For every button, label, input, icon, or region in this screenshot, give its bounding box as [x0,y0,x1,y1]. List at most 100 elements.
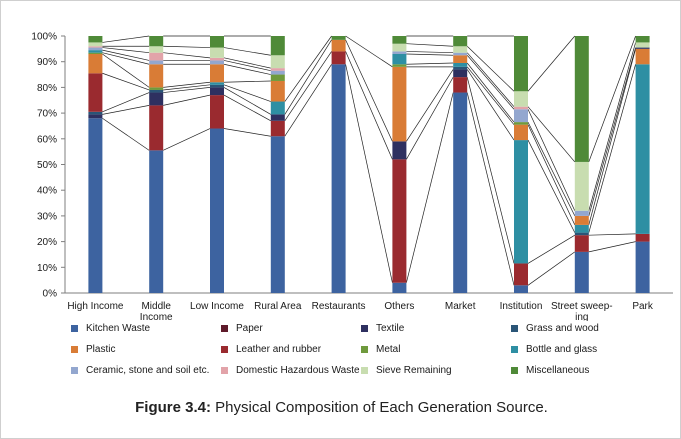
series-line [223,57,271,69]
bar-segment-ceramic-stone-and-soil-etc [574,210,589,216]
series-line [466,92,515,286]
y-tick-label: 20% [37,237,57,248]
series-line [163,94,211,106]
series-line [466,77,515,264]
series-line [223,128,271,137]
bar-segment-metal [149,87,164,90]
y-tick-label: 50% [37,160,57,171]
legend-swatch [361,346,368,353]
bar-restaurants [331,36,346,293]
bar-segment-textile [270,114,285,121]
legend-label: Textile [376,323,405,334]
legend-item-kitchen-waste: Kitchen Waste [71,323,150,334]
legend-label: Bottle and glass [526,344,598,355]
y-tick-label: 90% [37,57,57,68]
series-line [406,69,454,142]
series-line [102,105,150,115]
series-line [223,80,271,83]
x-tick-label: Income [140,312,173,321]
bar-segment-metal [392,64,407,67]
legend-item-plastic: Plastic [71,344,115,355]
bar-segment-textile [635,47,650,49]
bar-segment-plastic [635,48,650,65]
series-line [527,139,576,233]
series-line [588,241,636,253]
series-line [345,39,393,142]
series-line [466,55,515,110]
bar-segment-sieve-remaining [514,91,528,107]
series-line [527,106,576,163]
series-line [163,128,211,151]
x-tick-label: Park [632,301,654,312]
bar-segment-domestic-hazardous-waste [149,52,164,61]
legend-swatch [221,325,228,332]
legend-item-ceramic-stone-and-soil-etc: Ceramic, stone and soil etc. [71,365,209,376]
series-line [406,76,454,160]
y-tick-label: 40% [37,186,57,197]
bar-segment-kitchen-waste [514,285,528,293]
bar-segment-miscellaneous [88,36,103,43]
bar-segment-kitchen-waste [331,64,346,293]
x-tick-label: Low Income [190,301,244,312]
x-tick-label: Restaurants [312,301,366,312]
bar-segment-miscellaneous [514,36,528,92]
legend-swatch [511,367,518,374]
series-line [102,117,150,151]
series-line [527,234,575,264]
series-line [163,84,211,91]
legend-item-leather-and-rubber: Leather and rubber [221,344,321,355]
series-line [223,60,271,72]
x-tick-label: Institution [500,301,543,312]
bar-street-sweep-ing [574,36,589,293]
series-line [223,47,271,56]
bar-segment-leather-and-rubber [88,73,103,112]
y-tick-label: 80% [37,83,57,94]
series-line [163,52,211,59]
legend-item-grass-and-wood: Grass and wood [511,323,599,334]
figure-caption: Figure 3.4: Physical Composition of Each… [1,399,681,416]
series-line [163,45,211,48]
bar-segment-leather-and-rubber [331,51,346,65]
bar-segment-leather-and-rubber [149,105,164,151]
bar-rural-area [270,36,285,293]
bar-segment-leather-and-rubber [574,235,589,252]
bar-segment-kitchen-waste [210,128,224,293]
bar-segment-leather-and-rubber [453,77,468,93]
legend-label: Sieve Remaining [376,365,452,376]
bar-park [635,36,650,293]
bar-segment-plastic [331,39,346,52]
bar-segment-plastic [88,53,103,74]
bar-segment-domestic-hazardous-waste [270,68,285,71]
legend-item-textile: Textile [361,323,404,334]
bar-segment-ceramic-stone-and-soil-etc [270,70,285,75]
bar-segment-kitchen-waste [149,150,164,293]
legend-label: Miscellaneous [526,365,590,376]
bar-segment-kitchen-waste [574,251,589,293]
legend-item-domestic-hazardous-waste: Domestic Hazardous Waste [221,365,360,376]
series-line [527,109,576,211]
series-line [284,64,332,137]
bar-segment-kitchen-waste [270,136,285,293]
legend-label: Paper [236,323,263,334]
bar-segment-leather-and-rubber [514,263,528,286]
legend-item-sieve-remaining: Sieve Remaining [361,365,452,376]
bar-middle-income [149,36,164,293]
bar-institution [514,36,528,293]
bar-segment-bottle-and-glass [88,50,103,53]
x-tick-label: Street sweep- [551,301,613,312]
x-tick-label: Others [384,301,414,312]
bar-segment-leather-and-rubber [270,120,285,137]
bar-segment-domestic-hazardous-waste [88,46,103,48]
bar-segment-metal [514,122,528,125]
bar-segment-bottle-and-glass [574,224,589,233]
series-line [588,233,636,236]
bar-segment-sieve-remaining [392,43,407,52]
bar-others [392,36,407,293]
series-lines [102,35,636,286]
bar-segment-grass-and-wood [210,84,224,88]
bar-segment-metal [270,74,285,81]
legend-item-metal: Metal [361,344,400,355]
bar-segment-plastic [514,124,528,141]
series-line [345,64,393,283]
series-line [588,64,636,233]
